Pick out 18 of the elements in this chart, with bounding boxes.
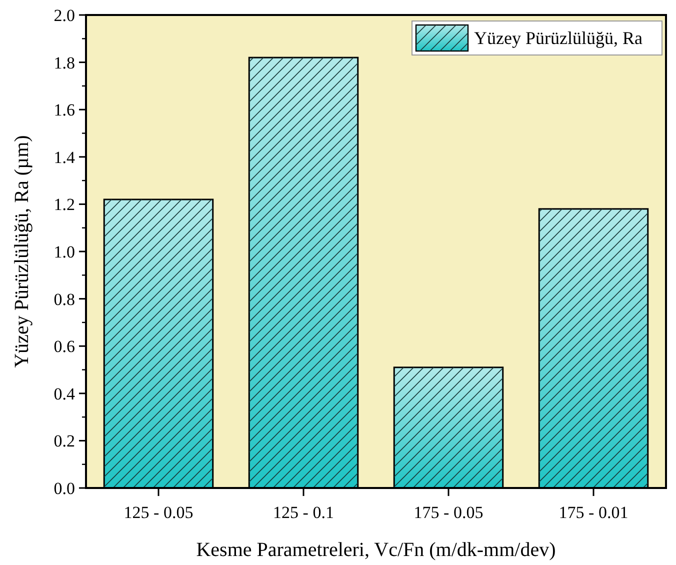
y-tick-label: 0.8 (54, 290, 75, 309)
x-axis-title: Kesme Parametreleri, Vc/Fn (m/dk-mm/dev) (196, 539, 556, 561)
y-axis-title: Yüzey Pürüzlülüğü, Ra (µm) (11, 135, 33, 368)
y-tick-label: 0.0 (54, 478, 75, 498)
x-tick-label: 175 - 0.05 (414, 503, 484, 522)
x-tick-label: 125 - 0.05 (124, 503, 194, 522)
y-tick-label: 0.6 (54, 337, 75, 356)
y-tick-label: 1.8 (54, 53, 75, 72)
legend-label: Yüzey Pürüzlülüğü, Ra (474, 28, 642, 48)
y-tick-label: 2.0 (54, 6, 75, 25)
y-tick-label: 1.2 (54, 195, 75, 214)
y-tick-label: 1.0 (54, 242, 75, 262)
y-tick-label: 0.4 (54, 384, 76, 404)
y-tick-label: 1.4 (54, 148, 76, 167)
x-tick-label: 125 - 0.1 (273, 503, 334, 522)
x-tick-label: 175 - 0.01 (558, 503, 628, 522)
y-tick-label: 1.6 (54, 100, 75, 120)
y-tick-label: 0.2 (54, 432, 75, 451)
